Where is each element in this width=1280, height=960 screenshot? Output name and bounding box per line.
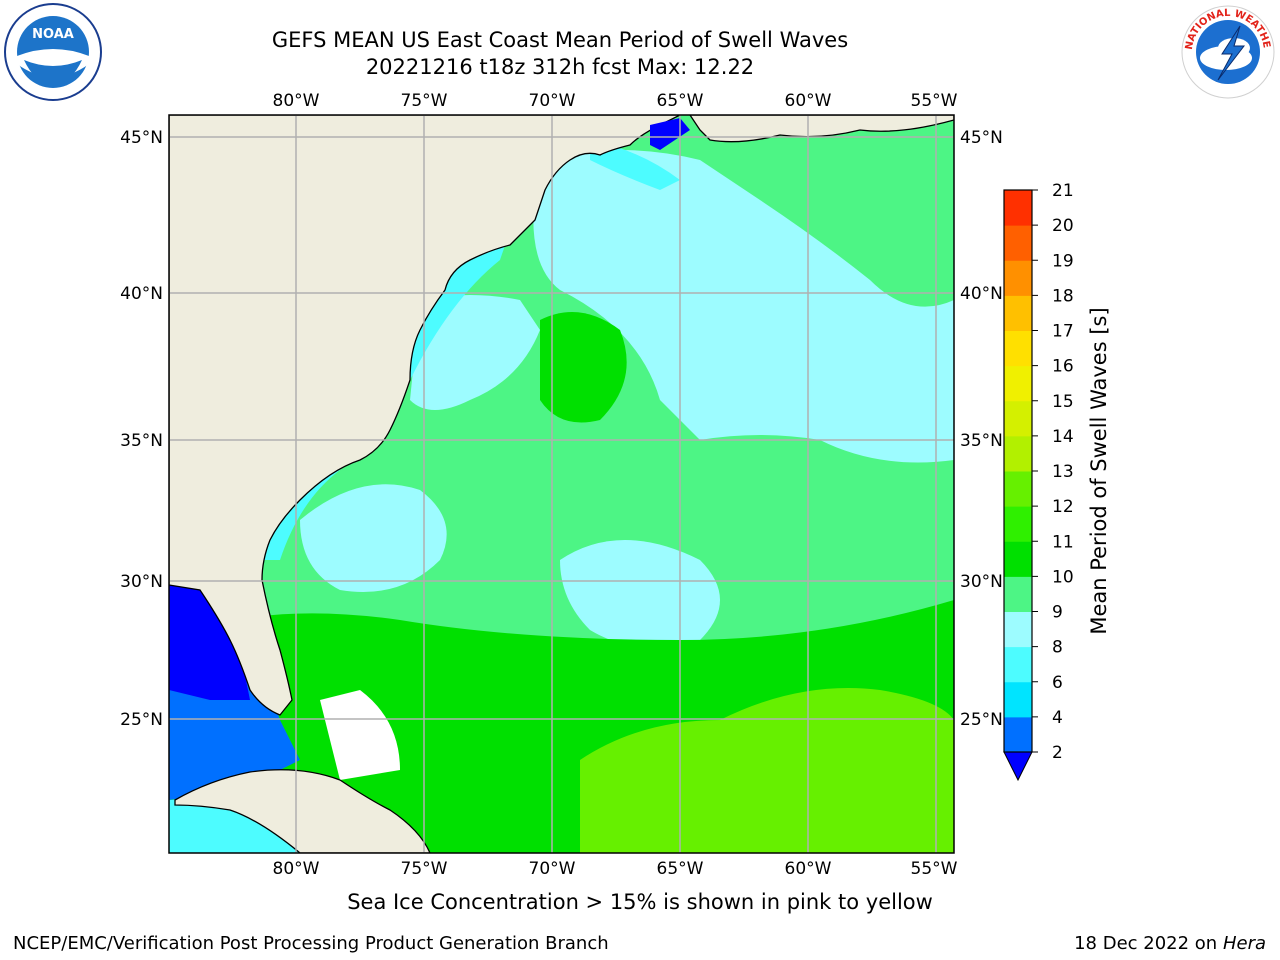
chart-title: GEFS MEAN US East Coast Mean Period of S…	[271, 28, 849, 52]
swell-6-8s-gulf-of-maine	[590, 140, 680, 190]
colorbar-segment	[1004, 365, 1032, 402]
footer-date: 18 Dec 2022 on Hera	[1074, 933, 1266, 954]
colorbar-segment	[1004, 295, 1032, 331]
colorbar-segment	[1004, 541, 1032, 577]
lat-label-left: 30°N	[120, 572, 163, 592]
colorbar	[1003, 189, 1033, 782]
colorbar-tick-label: 20	[1052, 216, 1074, 236]
colorbar-segment	[1004, 611, 1032, 648]
colorbar-tick-label: 9	[1052, 603, 1063, 623]
lat-label-right: 40°N	[960, 284, 1003, 304]
lon-label-bottom: 80°W	[273, 859, 320, 879]
colorbar-tick-label: 11	[1052, 532, 1074, 552]
colorbar-segment	[1004, 576, 1032, 612]
colorbar-segment	[1004, 190, 1032, 226]
colorbar-tick-label: 13	[1052, 462, 1074, 482]
footer-credit: NCEP/EMC/Verification Post Processing Pr…	[13, 933, 609, 954]
colorbar-segment	[1004, 716, 1032, 753]
swell-8-9s-northeast	[533, 150, 954, 463]
footer-date-text: 18 Dec 2022 on	[1074, 933, 1218, 954]
sea-ice-caption: Sea Ice Concentration > 15% is shown in …	[347, 890, 933, 914]
colorbar-segment	[1004, 471, 1032, 507]
lon-label-bottom: 55°W	[911, 859, 958, 879]
colorbar-segment	[1004, 330, 1032, 367]
swell-11-12s-southeast	[580, 688, 954, 853]
colorbar-segment	[1004, 400, 1032, 437]
lat-label-left: 40°N	[120, 284, 163, 304]
longitude-labels: 80°W 75°W 70°W 65°W 60°W 55°W 80°W 75°W …	[273, 91, 958, 879]
colorbar-tick-label: 8	[1052, 638, 1063, 658]
colorbar-segment	[1004, 506, 1032, 542]
map-area	[169, 115, 954, 853]
colorbar-tick-label: 19	[1052, 251, 1074, 271]
lon-label-top: 75°W	[401, 91, 448, 111]
colorbar-segment	[1004, 435, 1032, 472]
colorbar-under-arrow	[1003, 751, 1033, 782]
colorbar-tick-label: 17	[1052, 322, 1074, 342]
colorbar-tick-label: 21	[1052, 181, 1074, 201]
colorbar-label: Mean Period of Swell Waves [s]	[1087, 307, 1111, 634]
colorbar-tick-label: 16	[1052, 357, 1074, 377]
colorbar-tick-labels: 2 4 6 8 9 10 11 12 13 14 15 16 17 18 19 20 21	[1032, 181, 1074, 763]
graticule	[169, 115, 954, 853]
colorbar-tick-label: 2	[1052, 743, 1063, 763]
lon-label-bottom: 65°W	[657, 859, 704, 879]
latitude-labels: 45°N 40°N 35°N 30°N 25°N 45°N 40°N 35°N …	[120, 128, 1003, 730]
noaa-logo: NOAA	[4, 3, 102, 101]
colorbar-tick-label: 15	[1052, 392, 1074, 412]
colorbar-tick-label: 12	[1052, 497, 1074, 517]
colorbar-tick-label: 6	[1052, 673, 1063, 693]
no-data-bahamas-banks	[320, 690, 400, 780]
land-cuba	[174, 769, 431, 853]
lon-label-top: 70°W	[529, 91, 576, 111]
colorbar-tick-label: 18	[1052, 286, 1074, 306]
colorbar-tick-label: 10	[1052, 567, 1074, 587]
lon-label-bottom: 70°W	[529, 859, 576, 879]
lat-label-right: 45°N	[960, 128, 1003, 148]
swell-under-2s-gulf	[169, 585, 250, 700]
colorbar-segment	[1004, 260, 1032, 296]
chart-subtitle: 20221216 t18z 312h fcst Max: 12.22	[365, 55, 755, 79]
lat-label-right: 35°N	[960, 431, 1003, 451]
footer-machine: Hera	[1222, 933, 1266, 954]
lon-label-top: 55°W	[911, 91, 958, 111]
lat-label-left: 25°N	[120, 710, 163, 730]
lon-label-top: 65°W	[657, 91, 704, 111]
swell-8-9s-offshore	[300, 484, 447, 592]
swell-10-11s-north	[540, 312, 627, 423]
colorbar-tick-label: 4	[1052, 708, 1063, 728]
lat-label-left: 45°N	[120, 128, 163, 148]
lat-label-right: 25°N	[960, 710, 1003, 730]
colorbar-segment	[1004, 646, 1032, 683]
colorbar-segment	[1004, 681, 1032, 718]
lon-label-bottom: 75°W	[401, 859, 448, 879]
lon-label-bottom: 60°W	[785, 859, 832, 879]
lat-label-right: 30°N	[960, 572, 1003, 592]
nws-logo: NATIONAL WEATHER SERVICE	[1178, 2, 1275, 99]
lat-label-left: 35°N	[120, 431, 163, 451]
colorbar-segment	[1004, 225, 1032, 261]
map-frame	[168, 114, 955, 854]
land-nova-scotia	[689, 115, 954, 143]
lon-label-top: 60°W	[785, 91, 832, 111]
noaa-logo-text: NOAA	[32, 27, 74, 42]
lon-label-top: 80°W	[273, 91, 320, 111]
colorbar-tick-label: 14	[1052, 427, 1074, 447]
